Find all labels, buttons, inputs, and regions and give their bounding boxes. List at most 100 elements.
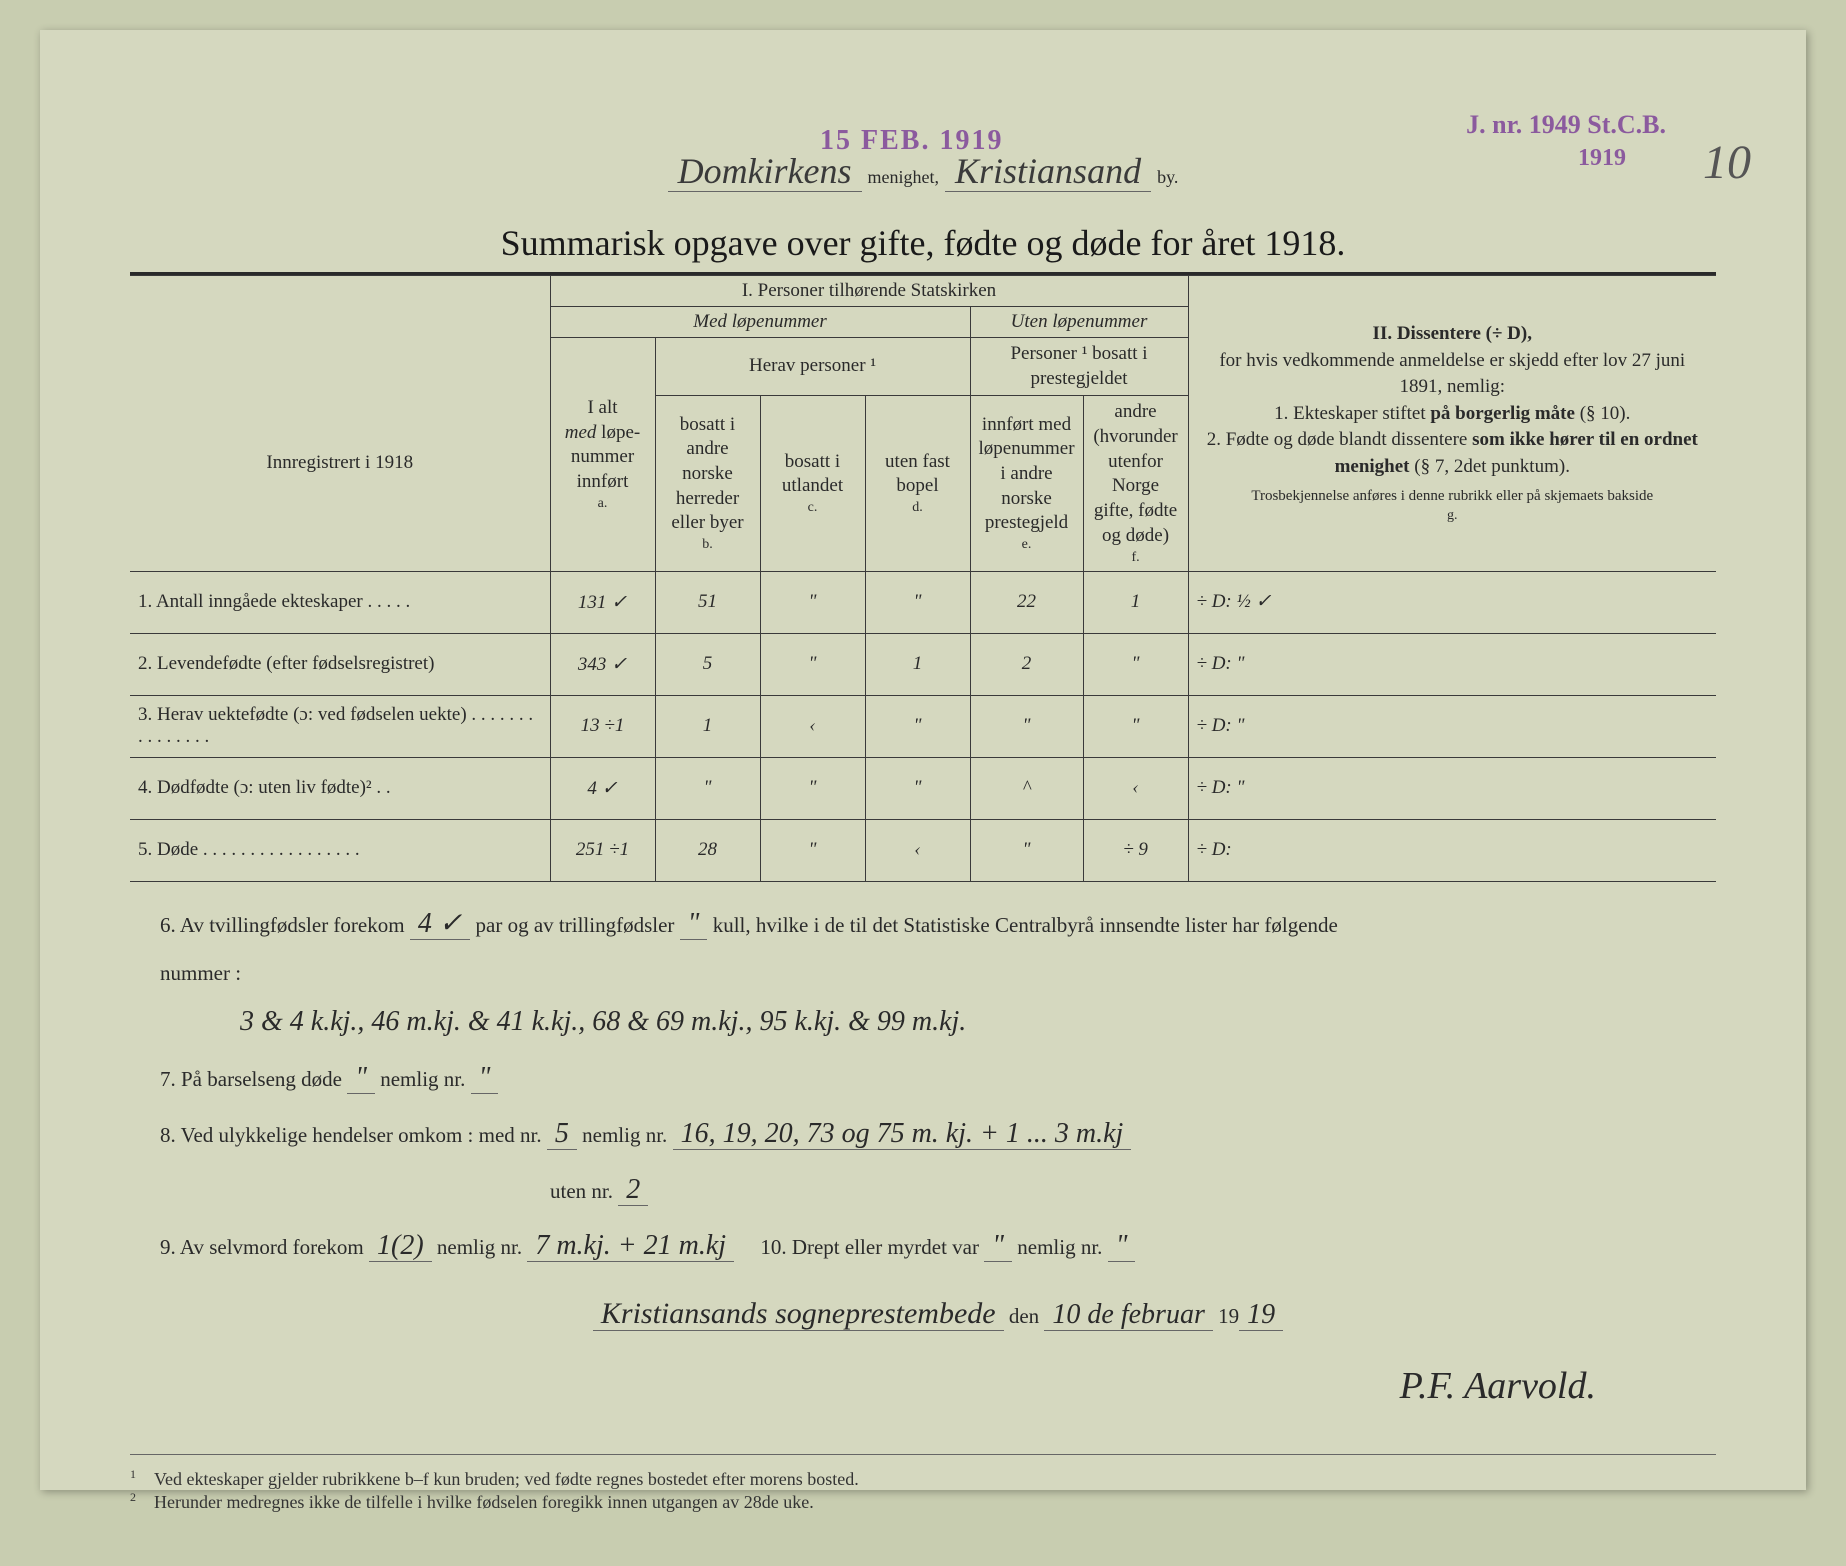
section2-title: II. Dissentere (÷ D), — [1373, 323, 1532, 344]
menighet-label: menighet, — [868, 167, 939, 187]
row3-label: 3. Herav uektefødte (ɔ: ved fødselen uek… — [130, 695, 550, 757]
city-name: Kristiansand — [945, 151, 1151, 192]
note-7: 7. På barselseng døde " nemlig nr. " — [160, 1050, 1716, 1106]
header-med: Med løpenummer — [550, 307, 970, 338]
row2-d: 1 — [865, 633, 970, 695]
note9-drept: " — [984, 1230, 1012, 1262]
note9-val: 1(2) — [369, 1230, 432, 1262]
note7-val: " — [347, 1062, 375, 1094]
row4-f: ‹ — [1083, 757, 1188, 819]
col-f-header: andre (hvorunder utenfor Norge gifte, fø… — [1083, 396, 1188, 571]
note-6-continued: nummer : 3 & 4 k.kj., 46 m.kj. & 41 k.kj… — [160, 952, 1716, 1050]
table-row: 2. Levendefødte (efter fødselsregistret)… — [130, 633, 1716, 695]
section2-item1: 1. Ekteskaper stiftet på borgerlig måte … — [1197, 401, 1708, 428]
note-8b: uten nr. 2 — [550, 1162, 1716, 1218]
row3-b: 1 — [655, 695, 760, 757]
note8-uten: 2 — [618, 1174, 648, 1206]
row5-label: 5. Døde . . . . . . . . . . . . . . . . … — [130, 819, 550, 881]
row1-d: " — [865, 571, 970, 633]
row5-b: 28 — [655, 819, 760, 881]
document-page: 15 FEB. 1919 J. nr. 1949 St.C.B. 1919 10… — [40, 30, 1806, 1490]
header-innregistrert: Innregistrert i 1918 — [130, 276, 550, 572]
signature-year: 19 — [1239, 1299, 1283, 1331]
section2-note: Trosbekjennelse anføres i denne rubrikk … — [1197, 487, 1708, 507]
row4-label: 4. Dødfødte (ɔ: uten liv fødte)² . . — [130, 757, 550, 819]
row5-c: " — [760, 819, 865, 881]
row4-e: ^ — [970, 757, 1083, 819]
footnote-1: 1Ved ekteskaper gjelder rubrikkene b–f k… — [130, 1467, 1716, 1490]
table-row: 1. Antall inngåede ekteskaper . . . . . … — [130, 571, 1716, 633]
row4-c: " — [760, 757, 865, 819]
signature-name: P.F. Aarvold. — [160, 1348, 1596, 1424]
section2-item2: 2. Fødte og døde blandt dissentere som i… — [1197, 427, 1708, 480]
signature-place: Kristiansands sogneprestembede — [593, 1297, 1004, 1331]
section1-title: I. Personer tilhørende Statskirken — [550, 276, 1188, 307]
header-herav: Herav personer ¹ — [655, 338, 970, 396]
row5-g: ÷ D: — [1188, 819, 1716, 881]
row4-g: ÷ D: " — [1188, 757, 1716, 819]
row1-f: 1 — [1083, 571, 1188, 633]
row3-e: " — [970, 695, 1083, 757]
col-a-header: I altmed løpe-nummerinnført a. — [550, 338, 655, 572]
stamp-journal-number: J. nr. 1949 St.C.B. — [1466, 110, 1666, 140]
row3-g: ÷ D: " — [1188, 695, 1716, 757]
note6-twins: 4 ✓ — [410, 908, 470, 940]
header-uten: Uten løpenummer — [970, 307, 1188, 338]
notes-section: 6. Av tvillingfødsler forekom 4 ✓ par og… — [130, 896, 1716, 1424]
row2-a: 343 ✓ — [550, 633, 655, 695]
row4-d: " — [865, 757, 970, 819]
note6-triplets: " — [680, 908, 708, 940]
parish-name: Domkirkens — [668, 151, 862, 192]
row3-c: ‹ — [760, 695, 865, 757]
section2-body: for hvis vedkommende anmeldelse er skjed… — [1197, 348, 1708, 401]
page-number: 10 — [1703, 135, 1751, 190]
signature-line: Kristiansands sogneprestembede den 10 de… — [160, 1284, 1716, 1344]
footnote-2: 2Herunder medregnes ikke de tilfelle i h… — [130, 1490, 1716, 1513]
note6-numbers: 3 & 4 k.kj., 46 m.kj. & 41 k.kj., 68 & 6… — [240, 994, 1716, 1050]
header-personer-bosatt: Personer ¹ bosatt i prestegjeldet — [970, 338, 1188, 396]
document-title: Summarisk opgave over gifte, fødte og dø… — [130, 222, 1716, 264]
footnotes: 1Ved ekteskaper gjelder rubrikkene b–f k… — [130, 1454, 1716, 1513]
note8-nrs: 16, 19, 20, 73 og 75 m. kj. + 1 ... 3 m.… — [673, 1118, 1132, 1150]
row4-b: " — [655, 757, 760, 819]
row5-a: 251 ÷1 — [550, 819, 655, 881]
stamp-date: 15 FEB. 1919 — [820, 125, 1003, 157]
note-9: 9. Av selvmord forekom 1(2) nemlig nr. 7… — [160, 1218, 1716, 1274]
col-letter-g: g. — [1197, 506, 1708, 526]
row1-g: ÷ D: ½ ✓ — [1188, 571, 1716, 633]
signature-date: 10 de februar — [1044, 1299, 1212, 1331]
note-6: 6. Av tvillingfødsler forekom 4 ✓ par og… — [160, 896, 1716, 952]
table-row: 4. Dødfødte (ɔ: uten liv fødte)² . . 4 ✓… — [130, 757, 1716, 819]
by-label: by. — [1157, 167, 1178, 187]
col-b-header: bosatt i andre norske herreder eller bye… — [655, 396, 760, 571]
col-c-header: bosatt i utlandetc. — [760, 396, 865, 571]
col-d-header: uten fast bopeld. — [865, 396, 970, 571]
row1-c: " — [760, 571, 865, 633]
row2-e: 2 — [970, 633, 1083, 695]
note7-nr: " — [471, 1062, 499, 1094]
row2-c: " — [760, 633, 865, 695]
row3-d: " — [865, 695, 970, 757]
row1-label: 1. Antall inngåede ekteskaper . . . . . — [130, 571, 550, 633]
note-8: 8. Ved ulykkelige hendelser omkom : med … — [160, 1106, 1716, 1162]
row2-f: " — [1083, 633, 1188, 695]
table-row: 3. Herav uektefødte (ɔ: ved fødselen uek… — [130, 695, 1716, 757]
row5-d: ‹ — [865, 819, 970, 881]
table-row: 5. Døde . . . . . . . . . . . . . . . . … — [130, 819, 1716, 881]
row2-b: 5 — [655, 633, 760, 695]
note9-nr: 7 m.kj. + 21 m.kj — [527, 1230, 734, 1262]
row5-e: " — [970, 819, 1083, 881]
row1-e: 22 — [970, 571, 1083, 633]
row2-label: 2. Levendefødte (efter fødselsregistret) — [130, 633, 550, 695]
note9-dnr: " — [1108, 1230, 1136, 1262]
main-table: Innregistrert i 1918 I. Personer tilhøre… — [130, 275, 1716, 882]
row3-f: " — [1083, 695, 1188, 757]
row5-f: ÷ 9 — [1083, 819, 1188, 881]
row4-a: 4 ✓ — [550, 757, 655, 819]
note8-med: 5 — [547, 1118, 577, 1150]
row2-g: ÷ D: " — [1188, 633, 1716, 695]
row1-a: 131 ✓ — [550, 571, 655, 633]
col-e-header: innført med løpenummer i andre norske pr… — [970, 396, 1083, 571]
section2-cell: II. Dissentere (÷ D), for hvis vedkommen… — [1188, 276, 1716, 572]
row1-b: 51 — [655, 571, 760, 633]
